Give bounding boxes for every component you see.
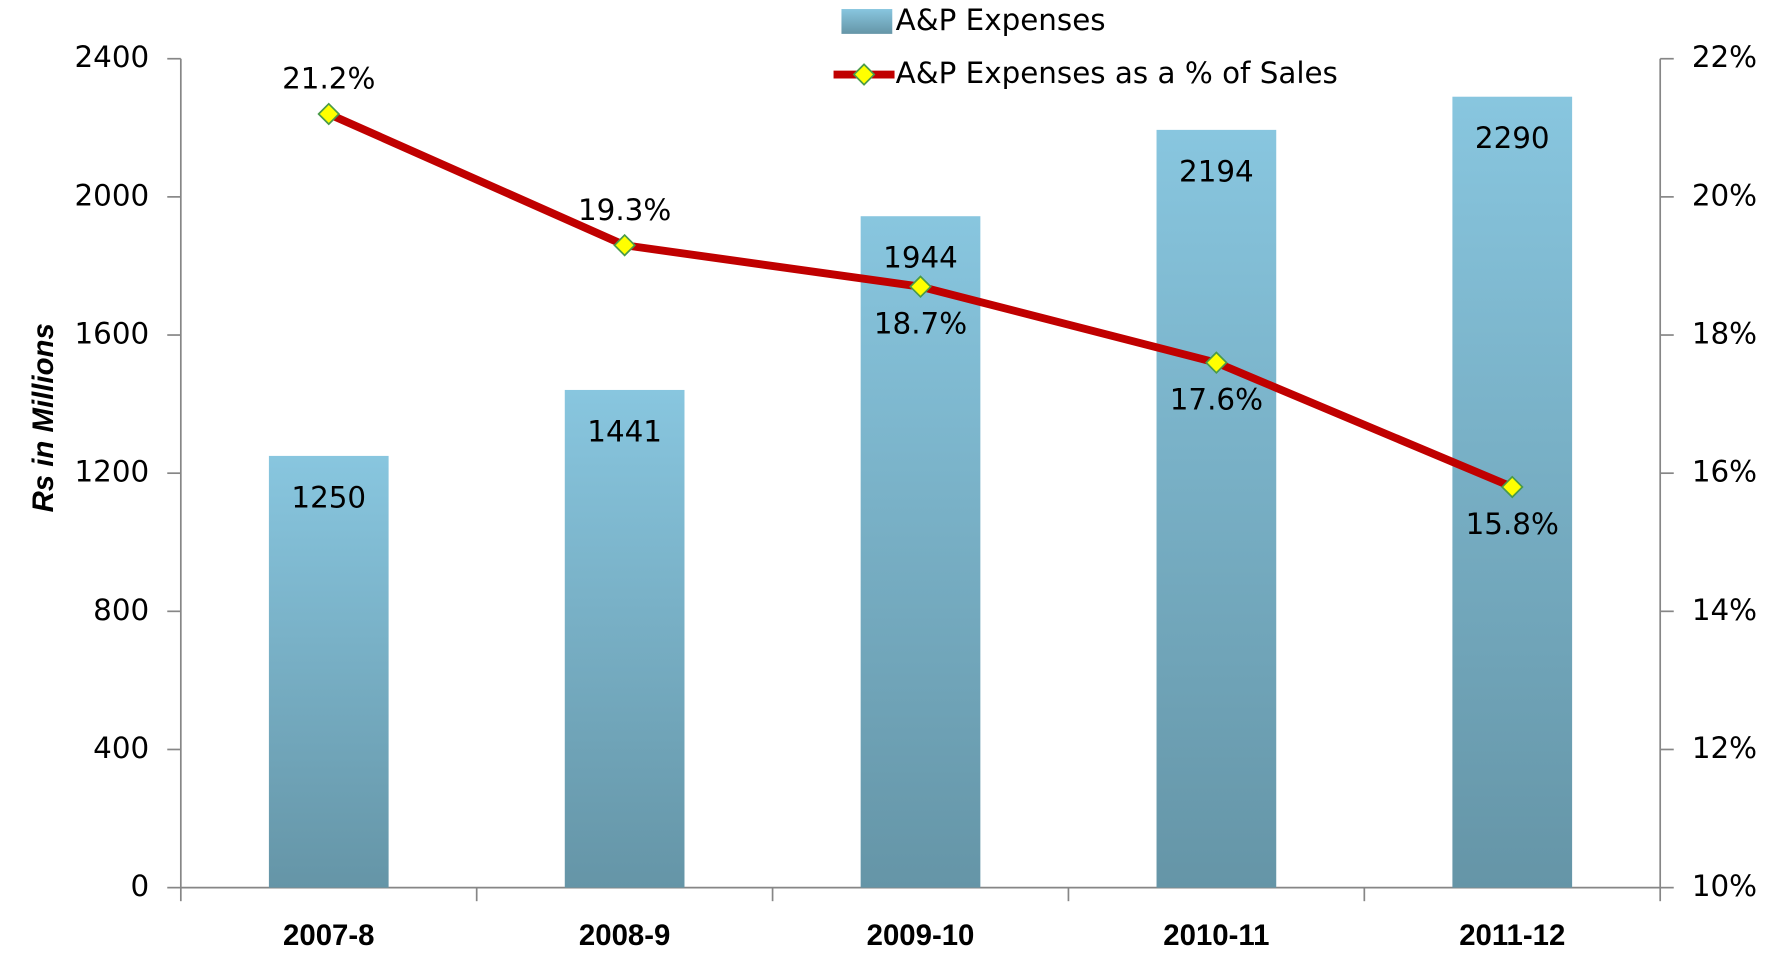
bar: [564, 389, 685, 888]
x-tick-label: 2011-12: [1459, 919, 1565, 952]
y2-tick-label: 22%: [1692, 40, 1757, 74]
x-tick-label: 2010-11: [1163, 919, 1269, 952]
y-tick-label: 400: [93, 731, 149, 765]
y-tick-label: 2000: [74, 178, 149, 212]
y-tick-label: 0: [131, 869, 150, 903]
bar-value-label: 1441: [587, 414, 662, 448]
bar-value-label: 2290: [1475, 121, 1550, 155]
legend-label: A&P Expenses as a % of Sales: [896, 56, 1338, 90]
line-marker: [1500, 475, 1524, 499]
line-value-label: 15.8%: [1466, 507, 1559, 541]
y2-tick-label: 20%: [1692, 178, 1757, 212]
y-tick-label: 1200: [74, 455, 149, 489]
bar: [268, 455, 389, 888]
y-axis-label: Rs in Millions: [27, 323, 60, 512]
line-marker: [909, 275, 932, 299]
legend-swatch: [841, 9, 893, 34]
y2-tick-label: 14%: [1692, 593, 1757, 627]
line-value-label: 19.3%: [578, 193, 671, 227]
x-tick-label: 2007-8: [283, 919, 374, 952]
x-tick-label: 2008-9: [579, 919, 670, 952]
bar: [860, 216, 981, 888]
bar: [1156, 129, 1277, 888]
line-marker: [613, 233, 636, 257]
y2-tick-label: 16%: [1692, 455, 1757, 489]
bar-value-label: 1250: [291, 480, 366, 514]
line-marker: [317, 102, 341, 126]
line-marker: [1205, 351, 1228, 375]
bar-value-label: 1944: [883, 241, 958, 275]
x-tick-label: 2009-10: [867, 919, 975, 952]
legend-label: A&P Expenses: [896, 3, 1106, 37]
line-value-label: 18.7%: [874, 307, 967, 341]
y-tick-label: 800: [93, 593, 149, 627]
y-tick-label: 1600: [74, 317, 149, 351]
legend-marker: [852, 63, 876, 86]
y2-tick-label: 18%: [1692, 317, 1757, 351]
y2-tick-label: 12%: [1692, 731, 1757, 765]
line-value-label: 21.2%: [282, 62, 375, 96]
bar-value-label: 2194: [1179, 154, 1254, 188]
y-tick-label: 2400: [74, 40, 149, 74]
y2-tick-label: 10%: [1692, 869, 1757, 903]
line-value-label: 17.6%: [1170, 383, 1263, 417]
